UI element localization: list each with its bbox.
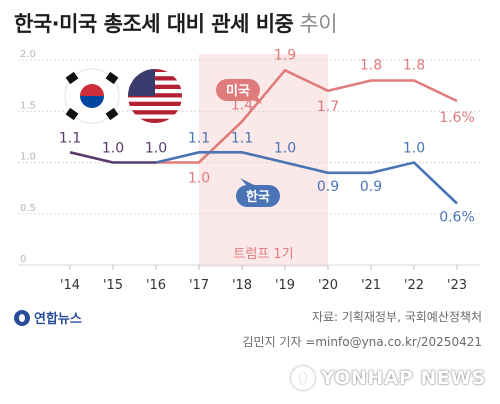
series-tag-korea-pointer xyxy=(240,178,256,187)
highlight-label: 트럼프 1기 xyxy=(233,247,293,262)
usa-flag-stripe xyxy=(126,106,184,111)
y-tick-label: 1.5 xyxy=(20,100,36,111)
data-label-korea: 1.0 xyxy=(145,141,167,157)
data-label-usa: 1.0 xyxy=(188,171,210,187)
source-note: 자료: 기획재정부, 국회예산정책처 xyxy=(311,310,482,324)
data-label-usa: 1.8 xyxy=(360,58,382,74)
x-tick-label: '23 xyxy=(447,278,467,293)
data-label-korea: 0.9 xyxy=(317,179,339,195)
data-label-korea: 1.0 xyxy=(274,141,296,157)
series-line-korea xyxy=(155,151,458,205)
data-label-korea: 0.6% xyxy=(439,210,475,226)
korea-flag-yang xyxy=(80,84,104,96)
series-tag-usa-text: 미국 xyxy=(226,83,250,99)
x-tick-label: '22 xyxy=(404,278,424,293)
data-label-korea: 1.1 xyxy=(188,130,210,146)
agency-logo-text: 연합뉴스 xyxy=(34,312,82,327)
watermark-text: YONHAP NEWS xyxy=(320,367,486,389)
x-tick-label: '17 xyxy=(189,278,209,293)
korea-flag-trigram xyxy=(105,107,119,121)
x-tick-label: '20 xyxy=(318,278,338,293)
series-tag-usa-pointer xyxy=(250,94,262,104)
korea-flag-icon xyxy=(64,68,120,124)
data-label-usa: 1.4 xyxy=(231,98,253,114)
usa-flag-icon xyxy=(126,69,184,123)
x-tick-label: '15 xyxy=(103,278,123,293)
chart-title: 한국·미국 총조세 대비 관세 비중 추이 xyxy=(14,8,338,38)
data-label-usa: 1.6% xyxy=(439,110,475,126)
x-tick-label: '19 xyxy=(275,278,295,293)
x-tick-label: '21 xyxy=(361,278,381,293)
data-label-usa: 1.9 xyxy=(274,47,296,63)
series-tag-usa-bubble xyxy=(216,79,260,101)
series-tag-korea-bubble xyxy=(236,185,280,207)
y-tick-label: 0 xyxy=(20,254,26,265)
data-label-usa: 1.8 xyxy=(403,58,425,74)
title-main: 한국·미국 총조세 대비 관세 비중 xyxy=(14,12,294,36)
korea-flag-trigram xyxy=(65,107,79,121)
data-label-korea: 1.0 xyxy=(403,141,425,157)
usa-flag-stripe xyxy=(126,97,184,102)
title-sub: 추이 xyxy=(299,12,338,36)
korea-flag-yin xyxy=(80,96,104,108)
watermark-icon xyxy=(290,366,315,390)
usa-flag-canton xyxy=(128,69,155,96)
x-tick-label: '16 xyxy=(146,278,166,293)
series-tag-korea-text: 한국 xyxy=(246,189,270,205)
series-line-usa xyxy=(156,68,458,164)
shared-line-segment xyxy=(69,151,156,164)
credit-line: 김민지 기자 =minfo@yna.co.kr/20250421 xyxy=(242,335,482,349)
data-label-korea: 1.0 xyxy=(102,141,124,157)
agency-logo-icon xyxy=(14,309,30,326)
data-label-korea: 1.1 xyxy=(59,130,81,146)
data-label-korea: 0.9 xyxy=(360,179,382,195)
agency-logo: 연합뉴스 xyxy=(14,308,82,327)
y-tick-label: 2.0 xyxy=(20,49,36,60)
data-label-korea: 1.1 xyxy=(231,130,253,146)
korea-flag-trigram xyxy=(105,71,119,85)
y-tick-label: 1.0 xyxy=(20,152,36,163)
x-tick-label: '18 xyxy=(232,278,252,293)
watermark: YONHAP NEWS xyxy=(290,366,486,390)
data-label-usa: 1.7 xyxy=(317,99,339,115)
y-tick-label: 0.5 xyxy=(20,203,36,214)
x-tick-label: '14 xyxy=(60,278,80,293)
usa-flag-stripe xyxy=(126,114,184,119)
korea-flag-trigram xyxy=(65,71,79,85)
